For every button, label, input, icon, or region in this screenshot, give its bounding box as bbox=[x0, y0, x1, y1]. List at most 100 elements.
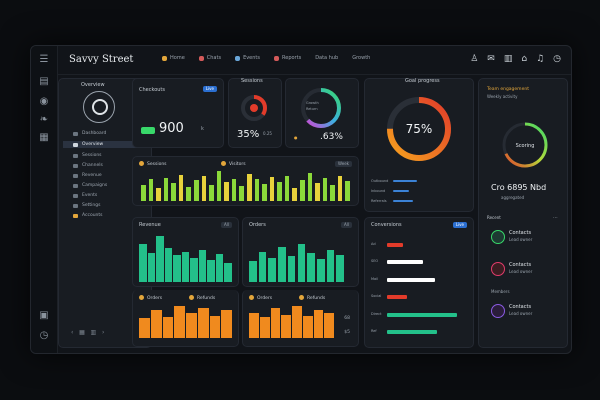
library-icon[interactable]: ▥ bbox=[503, 54, 513, 64]
leaf-icon[interactable]: ❧ bbox=[39, 114, 49, 125]
campaigns-icon bbox=[73, 183, 78, 188]
chart-bar bbox=[164, 248, 173, 282]
person-name: Contacts bbox=[509, 262, 532, 268]
chart-bar bbox=[147, 252, 156, 282]
chart-bar bbox=[254, 179, 260, 201]
sidebar-item-overview[interactable]: Overview bbox=[63, 141, 149, 148]
bell-icon[interactable]: ♫ bbox=[536, 54, 545, 64]
chart-bar bbox=[190, 257, 198, 282]
chevron-right-icon[interactable]: › bbox=[101, 329, 105, 336]
kpi-subtitle: 0.25 bbox=[263, 131, 272, 136]
camera-icon[interactable]: ◉ bbox=[39, 96, 49, 107]
clock-icon[interactable]: ◷ bbox=[553, 54, 561, 64]
chart-bar bbox=[316, 259, 325, 282]
tab-chats[interactable]: Chats bbox=[198, 55, 221, 61]
gauge-arc bbox=[502, 122, 548, 168]
more-icon[interactable]: ⋯ bbox=[553, 215, 558, 221]
tab-growth[interactable]: Growth bbox=[352, 55, 371, 61]
chart-bar bbox=[292, 187, 297, 201]
revenue-icon bbox=[73, 173, 78, 178]
chat-icon[interactable]: ✉ bbox=[487, 54, 495, 64]
person-name: Contacts bbox=[509, 304, 532, 310]
range-button[interactable]: Week bbox=[335, 161, 352, 167]
sidebar-item-events[interactable]: Events bbox=[73, 193, 97, 198]
sidebar-item-accounts[interactable]: Accounts bbox=[73, 213, 103, 218]
chart-bar bbox=[326, 250, 335, 282]
row-bar bbox=[393, 200, 413, 202]
app-title: Savvy Street bbox=[69, 54, 134, 65]
menu-icon[interactable]: ☰ bbox=[39, 54, 49, 65]
refunds-panel-b: Orders Refunds 68 $5 bbox=[242, 290, 359, 347]
chart-bar bbox=[139, 244, 147, 282]
section-header: Recent bbox=[487, 215, 501, 220]
team-title: Team engagement bbox=[487, 87, 529, 92]
chart-bar bbox=[163, 177, 169, 201]
sidebar-item-sessions[interactable]: Sessions bbox=[73, 153, 102, 158]
chart-bar bbox=[197, 307, 209, 338]
avatar[interactable] bbox=[83, 91, 115, 123]
sidebar-item-dashboard[interactable]: Dashboard bbox=[73, 131, 106, 136]
sessions-donut bbox=[241, 95, 267, 121]
avatar bbox=[491, 230, 505, 244]
kpi-value: .63% bbox=[320, 132, 343, 142]
channel-bar bbox=[387, 277, 435, 282]
chart-bar bbox=[207, 260, 215, 282]
calendar-icon[interactable]: ▣ bbox=[39, 310, 49, 321]
sidebar-item-channels[interactable]: Channels bbox=[73, 163, 103, 168]
channel-bar bbox=[387, 312, 458, 317]
person-row[interactable]: Contacts Lead owner bbox=[487, 301, 559, 321]
live-badge[interactable]: Live bbox=[452, 222, 467, 228]
chart-bar bbox=[201, 176, 207, 201]
legend-dot-icon bbox=[189, 295, 194, 300]
filter-button[interactable]: All bbox=[341, 222, 352, 228]
sessions-icon bbox=[73, 153, 78, 158]
sidebar-header: Overview bbox=[81, 82, 105, 88]
channel-label: Ad bbox=[371, 241, 376, 246]
live-badge[interactable]: Live bbox=[202, 86, 217, 92]
chart-bar bbox=[297, 244, 306, 282]
avatar bbox=[491, 262, 505, 276]
chart-bar bbox=[221, 310, 232, 338]
chart-bar bbox=[178, 174, 184, 201]
chart-bar bbox=[247, 174, 252, 201]
chevron-left-icon[interactable]: ‹ bbox=[71, 329, 74, 336]
chart-icon[interactable]: ▥ bbox=[90, 329, 97, 336]
chart-bar bbox=[150, 309, 162, 338]
gauge-arc bbox=[301, 88, 341, 128]
chart-bar bbox=[313, 310, 324, 338]
chart-bar bbox=[322, 177, 328, 201]
grid-icon[interactable]: ▦ bbox=[79, 329, 85, 336]
row-label: Referrals bbox=[371, 199, 387, 203]
grid-icon[interactable]: ▦ bbox=[39, 132, 49, 143]
person-row[interactable]: Contacts Lead owner bbox=[487, 259, 559, 279]
refunds-panel-a: Orders Refunds bbox=[132, 290, 239, 347]
home-icon[interactable]: ⌂ bbox=[521, 54, 528, 64]
sidebar-item-settings[interactable]: Settings bbox=[73, 203, 100, 208]
document-icon[interactable]: ▤ bbox=[39, 76, 49, 87]
team-subtitle: Weekly activity bbox=[487, 94, 518, 99]
chart-bar bbox=[198, 250, 207, 282]
goal-panel: Goal progress 75% Outbound Inbound Refer… bbox=[364, 78, 474, 212]
sidebar-item-revenue[interactable]: Revenue bbox=[73, 173, 102, 178]
clock-icon[interactable]: ◷ bbox=[39, 330, 49, 341]
report-icon bbox=[274, 55, 279, 61]
chart-bar bbox=[300, 180, 305, 201]
settings-icon bbox=[73, 203, 78, 208]
donut-core bbox=[250, 104, 258, 112]
tab-data-hub[interactable]: Data hub bbox=[315, 55, 339, 61]
chart-bar bbox=[171, 183, 176, 201]
chart-bar bbox=[307, 253, 315, 282]
chart-bar bbox=[194, 180, 199, 201]
filter-button[interactable]: All bbox=[221, 222, 232, 228]
revenue-chart bbox=[139, 236, 232, 282]
chart-bar bbox=[287, 256, 296, 282]
kpi-value: 900 bbox=[159, 121, 184, 136]
chart-bar bbox=[259, 316, 270, 338]
user-icon[interactable]: ♙ bbox=[470, 54, 479, 64]
person-row[interactable]: Contacts Lead owner bbox=[487, 227, 559, 247]
tab-home[interactable]: Home bbox=[162, 55, 185, 61]
tab-reports[interactable]: Reports bbox=[274, 55, 301, 61]
tab-events[interactable]: Events bbox=[235, 55, 260, 61]
sidebar-item-campaigns[interactable]: Campaigns bbox=[73, 183, 107, 188]
value-label: 68 bbox=[344, 316, 350, 321]
